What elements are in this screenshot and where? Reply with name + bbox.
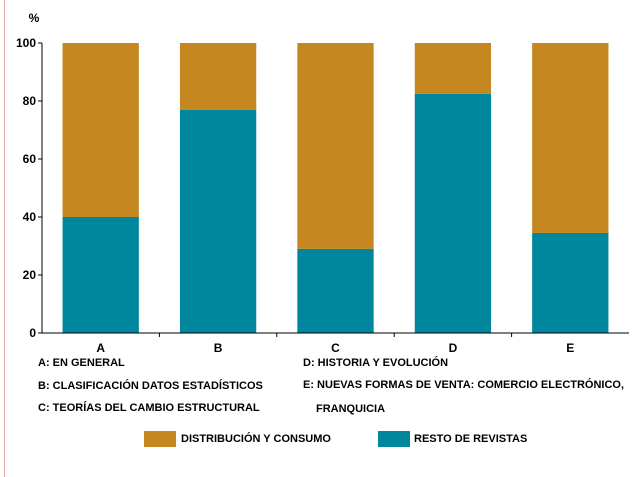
y-tick-label-100: 100 xyxy=(16,36,36,50)
bar-d-distribucion xyxy=(414,43,492,94)
legend-swatch-resto xyxy=(378,431,410,447)
bars-group xyxy=(62,43,609,333)
bar-c-resto xyxy=(297,248,374,333)
bar-e-resto xyxy=(532,232,609,333)
bar-b-distribucion xyxy=(179,43,257,110)
note-e-line1: E: NUEVAS FORMAS DE VENTA: COMERCIO ELEC… xyxy=(303,379,625,391)
y-axis-label: % xyxy=(29,11,40,25)
note-a: A: EN GENERAL xyxy=(38,357,125,369)
labels-group: A B C D E 0 20 40 60 80 100% xyxy=(16,11,574,355)
note-d: D: HISTORIA Y EVOLUCIÓN xyxy=(303,357,449,369)
x-tick-label-e: E xyxy=(566,341,574,355)
note-e-line2: FRANQUICIA xyxy=(316,403,386,415)
x-tick-label-c: C xyxy=(331,341,340,355)
bar-d-resto xyxy=(414,93,492,333)
frame-line xyxy=(4,0,5,477)
bar-e-distribucion xyxy=(532,43,609,233)
bar-b-resto xyxy=(179,109,257,333)
y-tick-label-20: 20 xyxy=(23,268,37,282)
legend-label-resto: RESTO DE REVISTAS xyxy=(414,433,528,445)
y-tick-label-40: 40 xyxy=(23,210,37,224)
bar-a-distribucion xyxy=(62,43,139,217)
bar-a-resto xyxy=(62,217,139,333)
x-tick-label-a: A xyxy=(96,341,105,355)
x-tick-label-b: B xyxy=(214,341,223,355)
stacked-bar-chart: A B C D E 0 20 40 60 80 100% xyxy=(16,11,629,355)
y-tick-label-0: 0 xyxy=(29,326,36,340)
legend-swatch-distribucion xyxy=(144,431,176,447)
y-tick-label-80: 80 xyxy=(23,94,37,108)
y-tick-label-60: 60 xyxy=(23,152,37,166)
legend-label-distribucion: DISTRIBUCIÓN Y CONSUMO xyxy=(181,433,331,445)
note-c: C: TEORÍAS DEL CAMBIO ESTRUCTURAL xyxy=(38,402,260,414)
bar-c-distribucion xyxy=(297,43,374,249)
note-b: B: CLASIFICACIÓN DATOS ESTADÍSTICOS xyxy=(38,380,263,392)
axes-group xyxy=(38,42,629,337)
x-tick-label-d: D xyxy=(449,341,458,355)
